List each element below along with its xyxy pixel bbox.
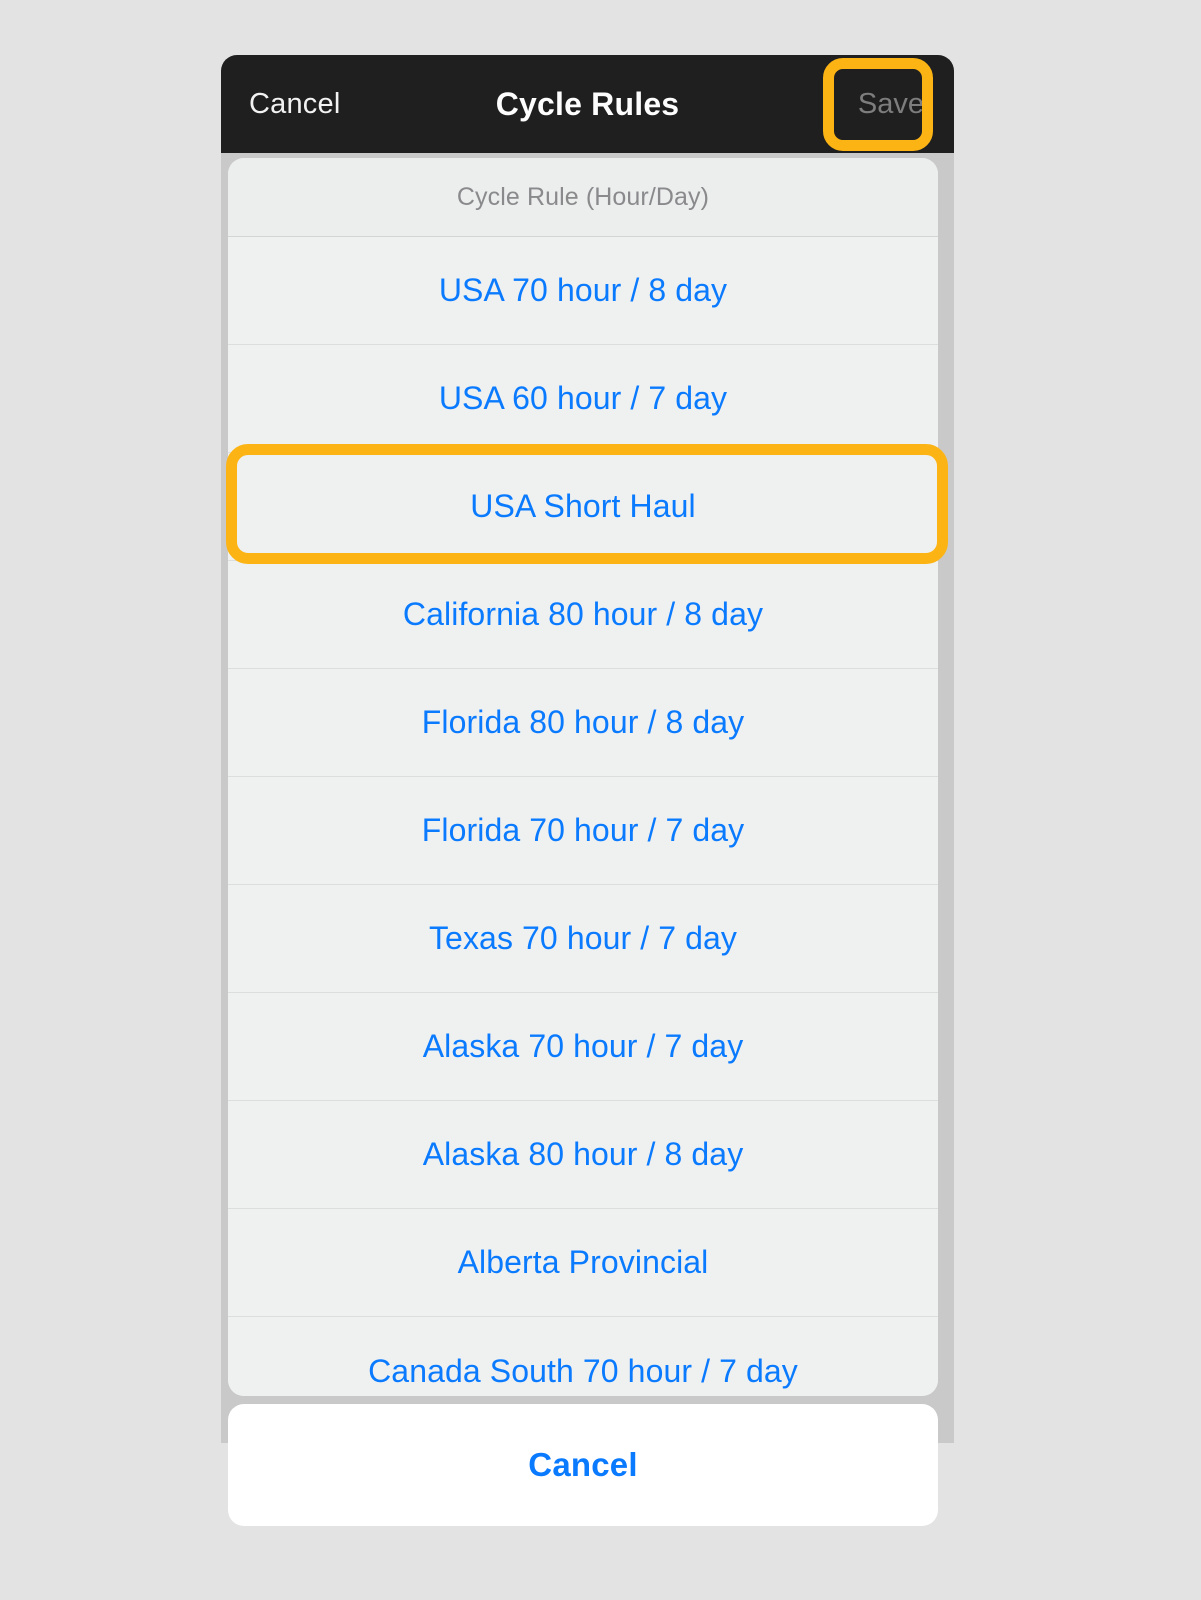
nav-save-container: Save [850, 86, 932, 123]
list-item[interactable]: California 80 hour / 8 day [228, 561, 938, 669]
list-item[interactable]: Alaska 80 hour / 8 day [228, 1101, 938, 1209]
list-item[interactable]: Canada South 70 hour / 7 day [228, 1317, 938, 1396]
nav-cancel-button[interactable]: Cancel [243, 86, 346, 123]
list-item[interactable]: Florida 80 hour / 8 day [228, 669, 938, 777]
list-item-label: Florida 70 hour / 7 day [421, 812, 745, 848]
list-item[interactable]: Alberta Provincial [228, 1209, 938, 1317]
cancel-button[interactable]: Cancel [228, 1404, 938, 1526]
sheet-header: Cycle Rule (Hour/Day) [228, 158, 938, 237]
sheet-header-label: Cycle Rule (Hour/Day) [456, 182, 710, 211]
list-item-label: USA 60 hour / 7 day [438, 380, 728, 416]
list-item-usa-short-haul[interactable]: USA Short Haul [228, 453, 938, 561]
list-item-label: Texas 70 hour / 7 day [428, 920, 738, 956]
list-item[interactable]: Florida 70 hour / 7 day [228, 777, 938, 885]
list-item-label: USA Short Haul [470, 488, 696, 524]
list-item-label: Alaska 80 hour / 8 day [422, 1136, 744, 1172]
list-item[interactable]: Alaska 70 hour / 7 day [228, 993, 938, 1101]
list-item-label: Florida 80 hour / 8 day [421, 704, 745, 740]
list-item-label: Alaska 70 hour / 7 day [422, 1028, 744, 1064]
list-item-label: California 80 hour / 8 day [402, 596, 764, 632]
list-item-label: Alberta Provincial [457, 1244, 709, 1280]
navigation-bar: Cancel Cycle Rules Save [221, 55, 954, 153]
list-item[interactable]: Texas 70 hour / 7 day [228, 885, 938, 993]
list-item[interactable]: USA 70 hour / 8 day [228, 237, 938, 345]
list-item-label: USA 70 hour / 8 day [438, 272, 728, 308]
list-item[interactable]: USA 60 hour / 7 day [228, 345, 938, 453]
nav-save-button[interactable]: Save [850, 86, 932, 123]
cycle-rule-action-sheet: Cycle Rule (Hour/Day) USA 70 hour / 8 da… [228, 158, 938, 1396]
list-item-label: Canada South 70 hour / 7 day [368, 1352, 798, 1389]
